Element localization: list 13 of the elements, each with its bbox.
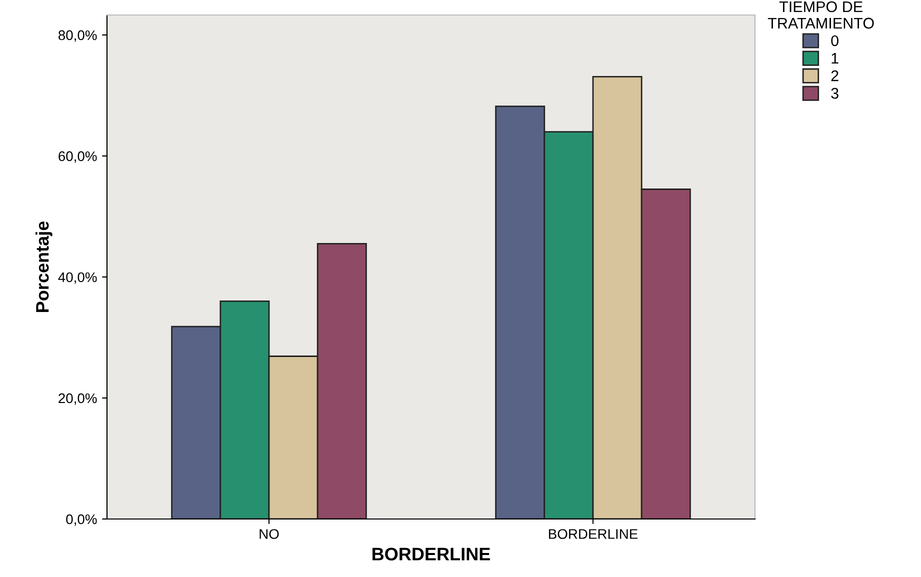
y-tick-label: 80,0% <box>58 30 97 42</box>
x-tick-label: NO <box>260 529 279 539</box>
y-tick-label: 60,0% <box>58 151 97 163</box>
legend-label: 3 <box>831 88 838 99</box>
legend-label: 1 <box>832 53 838 64</box>
y-tick-label: 0,0% <box>66 514 97 526</box>
x-axis-title: BORDERLINE <box>372 548 490 560</box>
legend-title: TIEMPO DE TRATAMIENTO <box>768 1 874 29</box>
y-tick-label: 20,0% <box>58 393 97 405</box>
y-tick-label: 40,0% <box>58 272 97 284</box>
legend-label: 0 <box>831 35 838 46</box>
legend-label: 2 <box>831 70 838 82</box>
y-axis-title: Porcentaje <box>36 221 52 312</box>
